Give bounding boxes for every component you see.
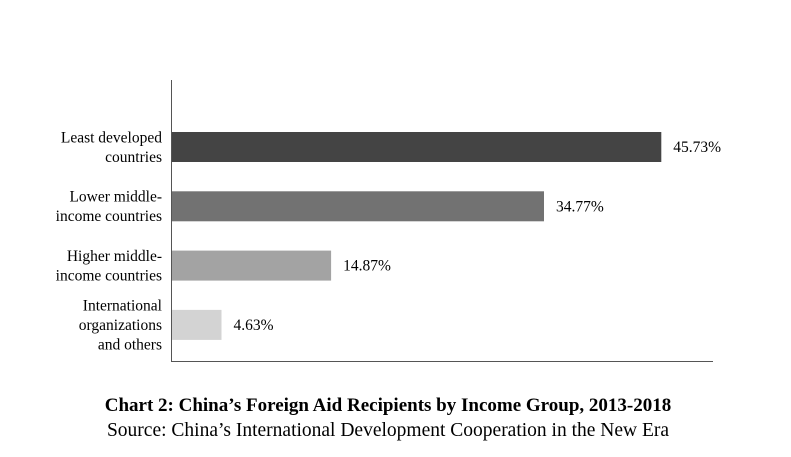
bar-4 bbox=[172, 309, 222, 340]
bar-2 bbox=[172, 191, 544, 222]
value-label-3: 14.87% bbox=[343, 258, 391, 275]
bar-1 bbox=[172, 132, 662, 162]
chart-title: Chart 2: China’s Foreign Aid Recipients … bbox=[104, 395, 672, 416]
bar-3 bbox=[172, 250, 332, 281]
category-label-1: Least developed countries bbox=[61, 129, 162, 166]
chart-source: Source: China’s International Developmen… bbox=[106, 420, 670, 441]
bar-chart: 45.73% Least developed countries 34.77% Lowe… bbox=[56, 80, 722, 362]
category-label-3: Higher middle-income countries bbox=[56, 248, 162, 285]
value-label-1: 45.73% bbox=[673, 139, 721, 156]
category-label-2: Lower middle-income countries bbox=[56, 189, 162, 226]
bars-layer bbox=[172, 132, 662, 340]
value-label-2: 34.77% bbox=[556, 198, 604, 215]
value-label-4: 4.63% bbox=[234, 317, 274, 334]
labels-layer: 45.73% Least developed countries 34.77% Lowe… bbox=[56, 129, 722, 353]
category-label-4: International organizations and others bbox=[79, 297, 162, 353]
